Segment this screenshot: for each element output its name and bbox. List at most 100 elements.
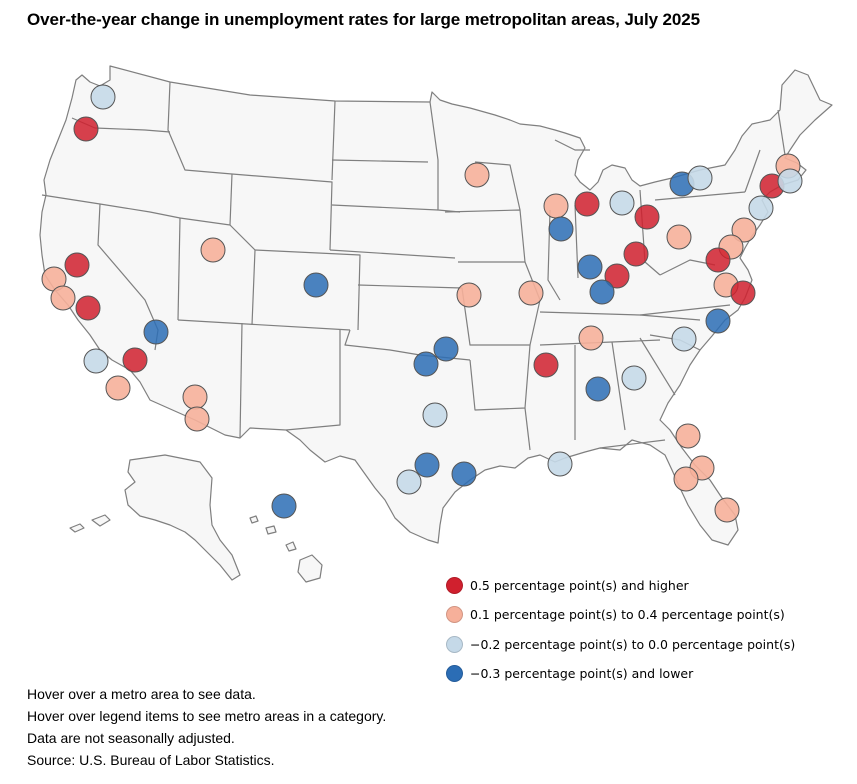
legend-swatch-low bbox=[446, 635, 463, 653]
border-id-mt bbox=[167, 81, 233, 175]
metro-area-marker-high[interactable] bbox=[634, 204, 660, 230]
metro-area-marker-lowest[interactable] bbox=[414, 452, 440, 478]
legend: 0.5 percentage point(s) and higher 0.1 p… bbox=[446, 571, 795, 688]
legend-label-low: −0.2 percentage point(s) to 0.0 percenta… bbox=[470, 636, 796, 652]
metro-area-marker-mid[interactable] bbox=[673, 466, 699, 492]
border-four-corners bbox=[177, 319, 351, 331]
border-or-ca-nv bbox=[41, 194, 181, 219]
metro-area-marker-mid[interactable] bbox=[714, 497, 740, 523]
metro-area-marker-mid[interactable] bbox=[675, 423, 701, 449]
border-mn-wi bbox=[429, 101, 461, 213]
metro-area-marker-lowest[interactable] bbox=[143, 319, 169, 345]
metro-area-marker-low[interactable] bbox=[396, 469, 422, 495]
legend-item-high[interactable]: 0.5 percentage point(s) and higher bbox=[446, 571, 795, 600]
metro-area-marker-mid[interactable] bbox=[184, 406, 210, 432]
metro-area-marker-lowest[interactable] bbox=[413, 351, 439, 377]
legend-swatch-high bbox=[446, 577, 463, 595]
border-ia-mo bbox=[444, 209, 526, 263]
border-sd-ne bbox=[331, 204, 439, 211]
note-hover-legend: Hover over legend items to see metro are… bbox=[27, 708, 387, 724]
metro-area-marker-lowest[interactable] bbox=[548, 216, 574, 242]
metro-area-marker-mid[interactable] bbox=[456, 282, 482, 308]
metro-area-marker-lowest[interactable] bbox=[585, 376, 611, 402]
metro-area-marker-low[interactable] bbox=[547, 451, 573, 477]
map-title: Over-the-year change in unemployment rat… bbox=[27, 10, 700, 29]
metro-area-marker-low[interactable] bbox=[83, 348, 109, 374]
legend-item-lowest[interactable]: −0.3 percentage point(s) and lower bbox=[446, 659, 795, 688]
hawaii-maui bbox=[285, 541, 297, 552]
border-ks-ok bbox=[357, 284, 463, 289]
metro-area-marker-high[interactable] bbox=[705, 247, 731, 273]
border-wi-il bbox=[474, 161, 521, 211]
metro-area-marker-lowest[interactable] bbox=[271, 493, 297, 519]
metro-area-marker-high[interactable] bbox=[533, 352, 559, 378]
border-ar-la bbox=[469, 344, 531, 411]
border-co-ks bbox=[254, 249, 361, 331]
border-mt-dakotas bbox=[331, 100, 336, 181]
legend-label-high: 0.5 percentage point(s) and higher bbox=[470, 578, 689, 594]
metro-area-marker-mid[interactable] bbox=[464, 162, 490, 188]
metro-area-marker-high[interactable] bbox=[623, 241, 649, 267]
border-nm-tx bbox=[285, 330, 341, 431]
border-ga-fl bbox=[599, 439, 666, 449]
metro-area-marker-low[interactable] bbox=[748, 195, 774, 221]
border-va-nc bbox=[639, 304, 731, 316]
metro-area-marker-low[interactable] bbox=[687, 165, 713, 191]
note-source: Source: U.S. Bureau of Labor Statistics. bbox=[27, 752, 275, 768]
legend-label-lowest: −0.3 percentage point(s) and lower bbox=[470, 666, 694, 682]
metro-area-marker-lowest[interactable] bbox=[451, 461, 477, 487]
legend-item-low[interactable]: −0.2 percentage point(s) to 0.0 percenta… bbox=[446, 630, 795, 659]
metro-area-marker-high[interactable] bbox=[604, 263, 630, 289]
metro-area-marker-high[interactable] bbox=[574, 191, 600, 217]
metro-area-marker-high[interactable] bbox=[75, 295, 101, 321]
metro-area-marker-lowest[interactable] bbox=[705, 308, 731, 334]
note-seasonal: Data are not seasonally adjusted. bbox=[27, 730, 235, 746]
border-ga-sc bbox=[639, 337, 676, 396]
metro-area-marker-mid[interactable] bbox=[578, 325, 604, 351]
legend-item-mid[interactable]: 0.1 percentage point(s) to 0.4 percentag… bbox=[446, 600, 795, 629]
metro-area-marker-mid[interactable] bbox=[666, 224, 692, 250]
metro-area-marker-low[interactable] bbox=[90, 84, 116, 110]
legend-label-mid: 0.1 percentage point(s) to 0.4 percentag… bbox=[470, 607, 785, 623]
border-mi bbox=[554, 139, 590, 151]
border-nv-ut bbox=[177, 217, 181, 321]
metro-area-marker-mid[interactable] bbox=[518, 280, 544, 306]
note-hover-metro: Hover over a metro area to see data. bbox=[27, 686, 256, 702]
metro-area-marker-high[interactable] bbox=[122, 347, 148, 373]
metro-markers bbox=[41, 84, 803, 523]
border-nd-sd bbox=[331, 159, 429, 163]
border-ny-vt bbox=[744, 149, 761, 193]
border-id-wy bbox=[229, 173, 233, 226]
metro-area-marker-mid[interactable] bbox=[543, 193, 569, 219]
metro-area-marker-lowest[interactable] bbox=[303, 272, 329, 298]
land-layer bbox=[39, 65, 833, 583]
notes: Hover over a metro area to see data. Hov… bbox=[27, 683, 386, 771]
metro-area-marker-high[interactable] bbox=[73, 116, 99, 142]
border-ut-co bbox=[179, 217, 256, 326]
border-al-ga bbox=[611, 341, 626, 431]
metro-area-marker-low[interactable] bbox=[777, 168, 803, 194]
metro-area-marker-lowest[interactable] bbox=[433, 336, 459, 362]
metro-area-marker-mid[interactable] bbox=[731, 217, 757, 243]
metro-area-marker-mid[interactable] bbox=[200, 237, 226, 263]
border-pa-ny bbox=[654, 191, 746, 201]
metro-area-marker-low[interactable] bbox=[671, 326, 697, 352]
metro-area-marker-mid[interactable] bbox=[50, 285, 76, 311]
border-wy-ne bbox=[231, 173, 333, 251]
metro-area-marker-high[interactable] bbox=[730, 280, 756, 306]
metro-area-marker-low[interactable] bbox=[621, 365, 647, 391]
border-nh-me bbox=[777, 109, 786, 156]
hawaii-kauai bbox=[249, 515, 259, 524]
metro-area-marker-lowest[interactable] bbox=[589, 279, 615, 305]
hawaii-oahu bbox=[265, 525, 277, 535]
metro-area-marker-low[interactable] bbox=[609, 190, 635, 216]
border-ne-ks bbox=[329, 249, 456, 259]
metro-area-marker-mid[interactable] bbox=[182, 384, 208, 410]
alaska-outline bbox=[124, 454, 241, 581]
hawaii-big-island bbox=[297, 554, 323, 583]
metro-area-marker-mid[interactable] bbox=[105, 375, 131, 401]
metro-area-marker-low[interactable] bbox=[422, 402, 448, 428]
metro-area-marker-high[interactable] bbox=[64, 252, 90, 278]
metro-area-marker-lowest[interactable] bbox=[577, 254, 603, 280]
